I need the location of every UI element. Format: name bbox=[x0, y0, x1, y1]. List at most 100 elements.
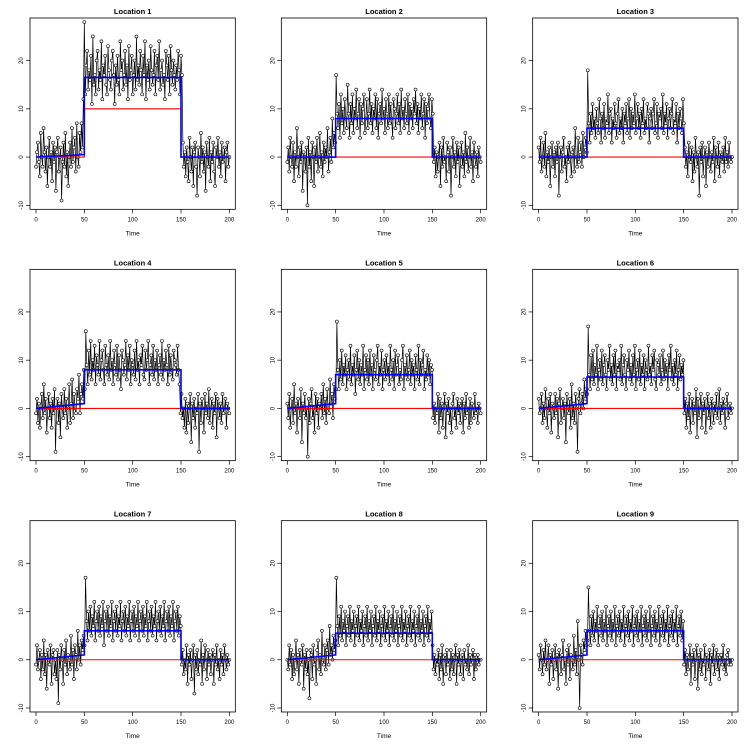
data-point bbox=[597, 97, 602, 101]
data-point bbox=[724, 401, 728, 406]
data-point bbox=[181, 140, 185, 145]
data-point bbox=[201, 653, 205, 657]
data-point bbox=[104, 609, 108, 614]
y-tick-label: -10 bbox=[522, 703, 528, 712]
data-point bbox=[294, 164, 298, 169]
data-point bbox=[40, 667, 45, 672]
data-point bbox=[652, 633, 656, 638]
data-point bbox=[104, 82, 108, 87]
observed-series-line bbox=[538, 70, 733, 196]
observed-series-line bbox=[286, 577, 481, 699]
data-point bbox=[417, 107, 422, 111]
data-point bbox=[448, 145, 452, 150]
data-point bbox=[217, 416, 222, 420]
data-point bbox=[434, 150, 439, 155]
data-point bbox=[107, 68, 111, 73]
data-point bbox=[344, 387, 349, 391]
data-point bbox=[134, 614, 138, 619]
x-tick-label: 150 bbox=[679, 469, 690, 475]
data-point bbox=[308, 401, 313, 406]
data-point bbox=[474, 667, 478, 672]
data-point bbox=[729, 662, 733, 667]
data-point bbox=[410, 619, 415, 623]
data-point bbox=[439, 667, 444, 672]
data-point bbox=[576, 396, 581, 401]
data-point bbox=[654, 638, 658, 643]
data-point bbox=[722, 667, 726, 672]
data-point bbox=[123, 49, 127, 53]
data-point bbox=[432, 145, 437, 150]
data-point bbox=[682, 662, 686, 667]
data-point bbox=[689, 145, 694, 150]
data-point bbox=[718, 421, 723, 425]
data-point bbox=[218, 648, 223, 652]
data-point bbox=[96, 372, 101, 377]
data-point bbox=[415, 614, 419, 619]
data-point bbox=[94, 58, 99, 63]
data-point bbox=[596, 387, 600, 391]
data-point bbox=[367, 87, 372, 92]
data-point bbox=[349, 619, 354, 623]
data-point bbox=[222, 643, 227, 648]
data-point bbox=[390, 135, 395, 140]
data-point bbox=[100, 97, 105, 101]
data-point bbox=[609, 140, 614, 145]
data-point bbox=[196, 145, 200, 150]
data-point bbox=[689, 682, 693, 686]
data-point bbox=[660, 92, 665, 97]
data-point bbox=[403, 609, 408, 614]
data-point bbox=[203, 189, 208, 193]
x-tick-label: 100 bbox=[630, 217, 641, 223]
data-point bbox=[132, 604, 136, 609]
data-point bbox=[621, 140, 626, 145]
data-point bbox=[375, 619, 380, 623]
y-tick-label: 20 bbox=[19, 57, 25, 64]
data-point bbox=[456, 145, 461, 150]
y-tick-label: -10 bbox=[270, 703, 276, 712]
data-point bbox=[343, 609, 347, 614]
data-point bbox=[355, 633, 360, 638]
data-point bbox=[643, 633, 647, 638]
data-point bbox=[47, 135, 52, 140]
data-point bbox=[711, 421, 716, 425]
data-point bbox=[623, 121, 628, 126]
data-point bbox=[407, 633, 412, 638]
x-tick-label: 150 bbox=[679, 720, 690, 726]
data-point bbox=[349, 638, 353, 643]
data-point bbox=[342, 97, 347, 101]
data-point bbox=[675, 643, 680, 648]
data-point bbox=[646, 343, 651, 348]
data-point bbox=[476, 145, 481, 150]
data-point bbox=[593, 135, 598, 140]
data-point bbox=[671, 382, 676, 387]
y-tick-label: 20 bbox=[19, 559, 25, 566]
data-point bbox=[536, 145, 541, 150]
data-point bbox=[319, 672, 323, 677]
data-point bbox=[462, 401, 466, 406]
data-point bbox=[116, 614, 121, 619]
data-point bbox=[612, 102, 617, 106]
data-point bbox=[36, 667, 40, 672]
x-tick-label: 200 bbox=[224, 469, 235, 475]
data-point bbox=[316, 425, 321, 430]
data-point bbox=[416, 343, 421, 348]
data-point bbox=[396, 121, 401, 126]
data-point bbox=[478, 411, 483, 416]
data-point bbox=[406, 92, 410, 97]
data-point bbox=[119, 387, 123, 391]
data-point bbox=[550, 401, 555, 406]
data-point bbox=[397, 382, 401, 387]
data-point bbox=[585, 68, 590, 73]
data-point bbox=[628, 619, 633, 623]
data-point bbox=[413, 353, 418, 358]
data-point bbox=[578, 411, 583, 416]
data-point bbox=[131, 73, 136, 77]
data-point bbox=[134, 339, 139, 343]
data-point bbox=[404, 111, 408, 116]
estimated-mean-line bbox=[35, 76, 230, 158]
data-point bbox=[414, 368, 419, 372]
data-point bbox=[605, 358, 610, 362]
x-tick-label: 150 bbox=[427, 720, 438, 726]
data-point bbox=[460, 653, 465, 657]
data-point bbox=[714, 392, 719, 396]
